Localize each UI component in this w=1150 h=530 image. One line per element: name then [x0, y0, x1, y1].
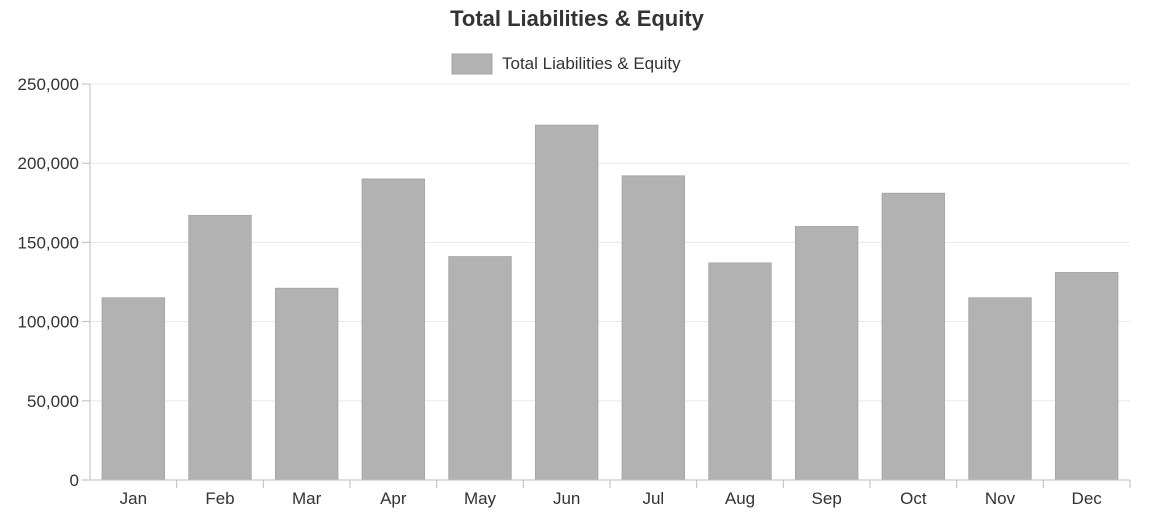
x-tick-label: Apr — [380, 489, 407, 508]
bar-sep[interactable] — [794, 226, 859, 481]
x-tick-label: Aug — [725, 489, 755, 508]
x-tick-label: Jan — [120, 489, 147, 508]
bar-jul[interactable] — [621, 175, 686, 481]
y-tick-label: 150,000 — [18, 233, 79, 252]
legend-swatch — [451, 53, 493, 75]
y-axis-ticks: 0 50,000 100,000 150,000 200,000 250,000 — [18, 75, 90, 490]
x-tick-label: Mar — [292, 489, 322, 508]
x-tick-label: Oct — [900, 489, 927, 508]
bar-nov[interactable] — [968, 297, 1032, 481]
bar-apr[interactable] — [361, 178, 426, 481]
chart-title: Total Liabilities & Equity — [450, 6, 705, 31]
gridlines — [90, 83, 1130, 402]
legend-label: Total Liabilities & Equity — [502, 54, 681, 73]
x-tick-label: May — [464, 489, 497, 508]
x-tick-label: Jun — [553, 489, 580, 508]
bar-dec[interactable] — [1054, 271, 1119, 481]
legend[interactable]: Total Liabilities & Equity — [451, 53, 681, 75]
bar-may[interactable] — [448, 256, 512, 481]
y-tick-label: 250,000 — [18, 75, 79, 94]
bar-aug[interactable] — [708, 262, 772, 481]
axes — [89, 84, 1130, 481]
y-tick-label: 200,000 — [18, 154, 79, 173]
y-tick-label: 0 — [70, 471, 79, 490]
bar-jun[interactable] — [534, 124, 599, 481]
bar-oct[interactable] — [881, 192, 946, 481]
y-tick-label: 100,000 — [18, 313, 79, 332]
x-tick-label: Jul — [642, 489, 664, 508]
x-axis-ticks: Jan Feb Mar Apr May Jun Jul Aug Sep Oct Nov Dec — [120, 480, 1131, 508]
x-tick-label: Sep — [812, 489, 842, 508]
x-tick-label: Dec — [1072, 489, 1103, 508]
x-tick-label: Nov — [985, 489, 1016, 508]
bar-mar[interactable] — [274, 287, 339, 481]
x-tick-label: Feb — [205, 489, 234, 508]
y-tick-label: 50,000 — [27, 392, 79, 411]
bars — [101, 124, 1119, 481]
bar-feb[interactable] — [188, 214, 252, 481]
bar-jan[interactable] — [101, 297, 166, 481]
